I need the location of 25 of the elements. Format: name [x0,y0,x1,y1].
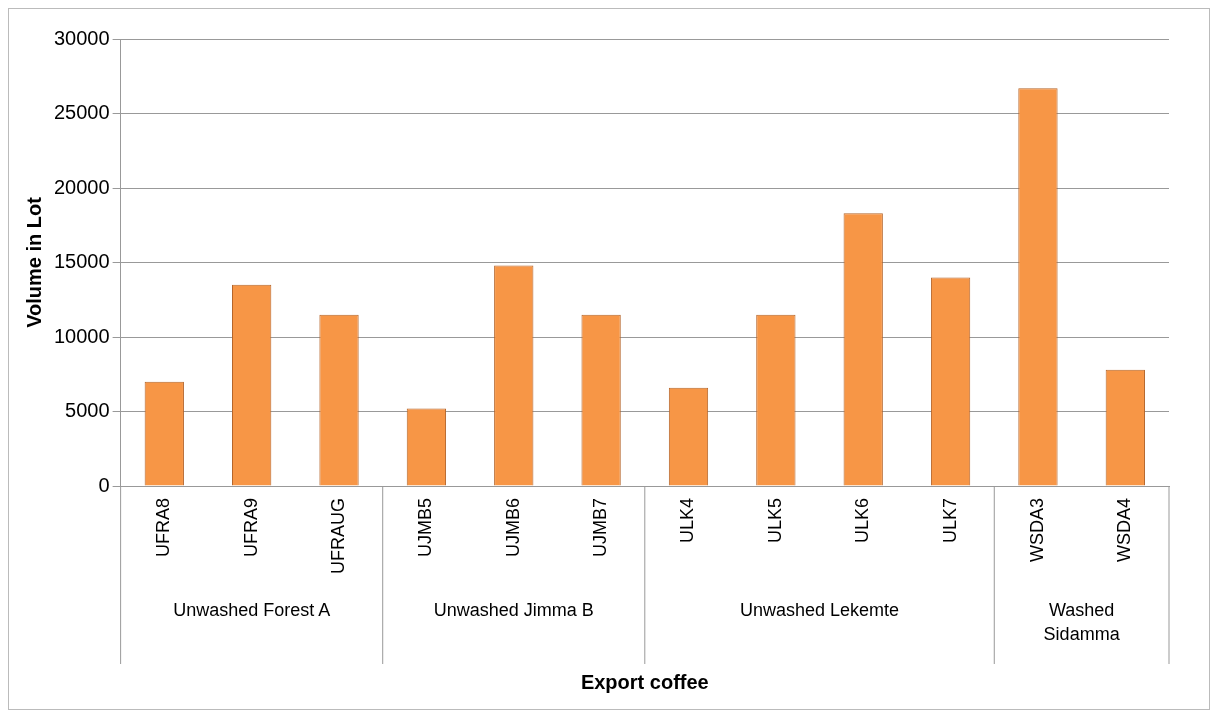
text: Unwashed Forest A [173,599,331,620]
y-tick-label: 0 [98,473,110,496]
x-tick-label: UFRA8 [153,498,174,558]
x-tick-label: ULK7 [939,498,960,544]
y-tick-label: 25000 [53,101,110,124]
text: Washed Sidamma [1043,599,1121,644]
y-tick-label: 20000 [53,175,110,198]
y-tick-label: 30000 [53,26,110,49]
x-tick-label: WSDA4 [1114,498,1135,563]
x-tick-label: UJMB7 [590,498,611,558]
x-tick-label: ULK4 [677,498,698,544]
text: Unwashed Lekemte [739,599,900,620]
y-tick-label: 10000 [53,324,110,347]
text: Unwashed Jimma B [433,599,594,620]
x-tick-label: UFRAUG [328,498,348,574]
y-tick-label: 5000 [65,399,110,422]
x-axis-title: Export coffee [580,670,709,693]
x-tick-label: UFRA9 [240,498,261,558]
x-tick-label: UJMB6 [502,498,523,558]
y-tick-label: 15000 [53,250,110,273]
x-tick-label: ULK6 [852,498,873,544]
x-tick-label: UJMB5 [415,498,436,558]
x-tick-label: WSDA3 [1026,498,1047,563]
y-axis-title: Volume in Lot [22,196,45,328]
x-tick-label: ULK5 [764,498,785,544]
